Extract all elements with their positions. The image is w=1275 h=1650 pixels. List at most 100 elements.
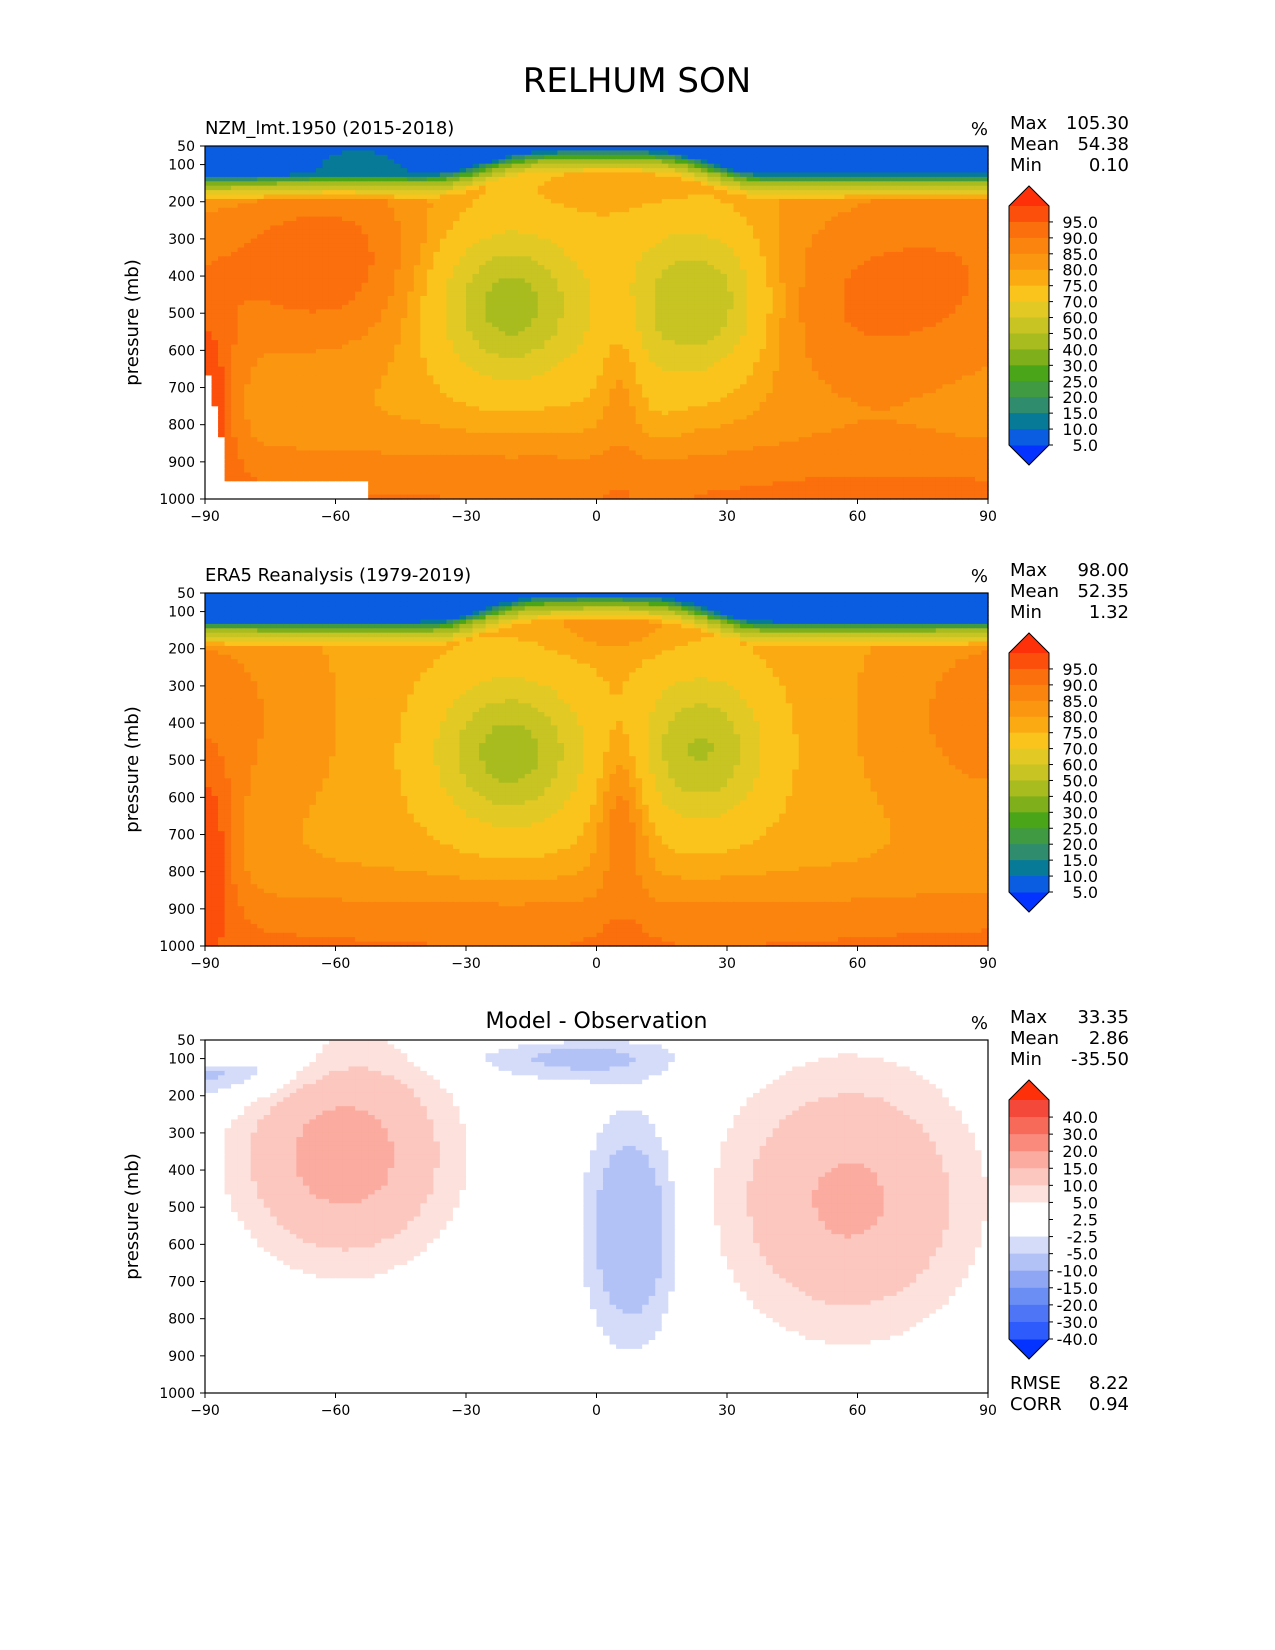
contour-cell xyxy=(511,247,519,253)
contour-cell xyxy=(550,256,558,262)
contour-cell xyxy=(857,313,865,319)
contour-cell xyxy=(981,216,989,222)
contour-cell xyxy=(857,304,865,310)
contour-cell xyxy=(837,229,846,235)
contour-cell xyxy=(759,216,767,222)
contour-cell xyxy=(694,207,702,213)
contour-cell xyxy=(896,181,904,187)
contour-cell xyxy=(576,251,585,257)
contour-cell xyxy=(857,190,865,196)
contour-cell xyxy=(270,260,278,266)
contour-cell xyxy=(361,163,369,169)
contour-cell xyxy=(609,176,617,182)
contour-cell xyxy=(472,251,480,257)
contour-cell xyxy=(446,322,454,328)
contour-cell xyxy=(961,176,970,182)
contour-cell xyxy=(727,322,735,328)
contour-cell xyxy=(798,234,806,240)
contour-cell xyxy=(779,185,787,191)
contour-cell xyxy=(707,278,715,284)
contour-cell xyxy=(276,278,284,284)
contour-cell xyxy=(811,238,819,244)
contour-cell xyxy=(368,265,376,271)
contour-cell xyxy=(974,291,983,297)
contour-cell xyxy=(400,269,408,275)
contour-cell xyxy=(955,185,963,191)
contour-cell xyxy=(557,243,565,249)
contour-cell xyxy=(596,300,604,306)
contour-cell xyxy=(524,146,532,152)
contour-cell xyxy=(916,309,924,315)
contour-cell xyxy=(557,229,565,235)
contour-cell xyxy=(596,304,604,310)
contour-cell xyxy=(968,282,976,288)
contour-cell xyxy=(603,150,611,156)
contour-cell xyxy=(883,225,891,231)
contour-cell xyxy=(244,238,252,244)
contour-cell xyxy=(322,247,330,253)
contour-cell xyxy=(877,190,885,196)
contour-cell xyxy=(766,172,774,178)
contour-cell xyxy=(315,282,324,288)
contour-cell xyxy=(753,159,761,165)
contour-cell xyxy=(589,318,598,324)
contour-cell xyxy=(524,185,532,191)
contour-cell xyxy=(603,291,611,297)
contour-cell xyxy=(466,181,474,187)
contour-cell xyxy=(309,251,317,257)
contour-cell xyxy=(687,318,695,324)
contour-cell xyxy=(687,273,695,279)
contour-cell xyxy=(909,229,917,235)
contour-cell xyxy=(974,221,983,227)
contour-cell xyxy=(244,256,252,262)
contour-cell xyxy=(668,291,676,297)
contour-cell xyxy=(413,273,421,279)
contour-cell xyxy=(844,291,852,297)
contour-cell xyxy=(713,260,722,266)
contour-cell xyxy=(479,291,487,297)
contour-cell xyxy=(811,278,819,284)
contour-cell xyxy=(289,154,297,160)
contour-cell xyxy=(707,207,715,213)
contour-cell xyxy=(831,185,839,191)
contour-cell xyxy=(785,287,793,293)
contour-cell xyxy=(883,322,891,328)
contour-cell xyxy=(302,181,311,187)
contour-cell xyxy=(655,309,663,315)
contour-cell xyxy=(518,221,526,227)
contour-cell xyxy=(596,318,604,324)
contour-cell xyxy=(231,309,239,315)
contour-cell xyxy=(394,304,402,310)
contour-cell xyxy=(315,256,324,262)
contour-cell xyxy=(674,291,682,297)
contour-cell xyxy=(805,300,813,306)
contour-cell xyxy=(446,207,454,213)
contour-cell xyxy=(466,309,474,315)
contour-cell xyxy=(400,256,408,262)
contour-cell xyxy=(302,238,311,244)
contour-cell xyxy=(550,146,558,152)
contour-cell xyxy=(342,309,350,315)
contour-cell xyxy=(935,194,943,200)
contour-cell xyxy=(263,190,271,196)
contour-cell xyxy=(772,251,780,257)
contour-cell xyxy=(550,234,558,240)
contour-cell xyxy=(642,304,650,310)
contour-cell xyxy=(205,207,213,213)
contour-cell xyxy=(283,234,291,240)
contour-cell xyxy=(864,229,872,235)
contour-cell xyxy=(576,291,585,297)
contour-cell xyxy=(563,304,572,310)
contour-cell xyxy=(309,273,317,279)
contour-cell xyxy=(302,278,311,284)
contour-cell xyxy=(524,318,532,324)
contour-cell xyxy=(524,304,532,310)
contour-cell xyxy=(648,181,656,187)
contour-cell xyxy=(733,181,741,187)
contour-cell xyxy=(498,309,506,315)
contour-cell xyxy=(315,238,324,244)
contour-cell xyxy=(700,287,709,293)
contour-cell xyxy=(537,203,545,209)
contour-cell xyxy=(400,247,408,253)
contour-cell xyxy=(837,309,846,315)
